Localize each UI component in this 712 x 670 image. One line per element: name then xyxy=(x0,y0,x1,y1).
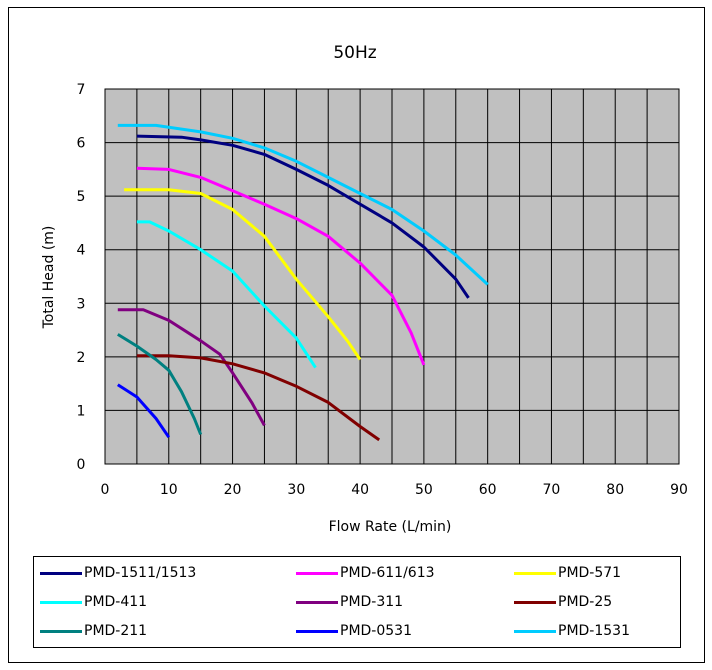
chart-title: 50Hz xyxy=(333,43,376,63)
x-axis-title: Flow Rate (L/min) xyxy=(329,519,452,535)
legend-label: PMD-0531 xyxy=(340,623,412,639)
legend-swatch xyxy=(40,629,82,633)
series-line-pmd-211 xyxy=(117,333,203,436)
legend-label: PMD-571 xyxy=(558,565,622,581)
legend-item: PMD-25 xyxy=(514,590,612,614)
legend-label: PMD-25 xyxy=(558,594,613,610)
series-line-pmd-1511-1513 xyxy=(136,134,470,299)
legend-item: PMD-571 xyxy=(514,561,621,585)
legend-label: PMD-411 xyxy=(84,594,148,610)
legend-swatch xyxy=(514,600,556,604)
series-line-pmd-611-613 xyxy=(136,166,426,366)
series-line-pmd-25 xyxy=(136,354,381,442)
legend-item: PMD-611/613 xyxy=(296,561,435,585)
legend-swatch xyxy=(40,571,82,575)
series-line-pmd-0531 xyxy=(116,383,171,439)
legend-swatch xyxy=(514,629,556,633)
legend-item: PMD-1511/1513 xyxy=(40,561,196,585)
legend-item: PMD-211 xyxy=(40,619,147,643)
x-tick-label: 60 xyxy=(479,482,497,498)
series-lines xyxy=(116,123,489,442)
chart-legend: PMD-1511/1513 PMD-611/613 PMD-571 PMD-411 PM… xyxy=(33,556,681,648)
x-tick-label: 50 xyxy=(415,482,433,498)
legend-label: PMD-611/613 xyxy=(340,565,435,581)
legend-item: PMD-1531 xyxy=(514,619,630,643)
legend-label: PMD-1531 xyxy=(558,623,630,639)
x-tick-label: 40 xyxy=(351,482,369,498)
x-tick-label: 80 xyxy=(606,482,624,498)
x-tick-label: 30 xyxy=(287,482,305,498)
y-tick-label: 0 xyxy=(77,457,86,473)
legend-item: PMD-0531 xyxy=(296,619,412,643)
x-tick-label: 90 xyxy=(670,482,688,498)
y-tick-label: 5 xyxy=(77,189,86,205)
y-tick-label: 6 xyxy=(77,136,86,152)
series-line-pmd-571 xyxy=(124,188,362,361)
legend-swatch xyxy=(296,629,338,633)
y-tick-label: 4 xyxy=(77,243,86,259)
legend-item: PMD-411 xyxy=(40,590,147,614)
y-tick-label: 2 xyxy=(77,350,86,366)
legend-swatch xyxy=(514,571,556,575)
series-line-pmd-311 xyxy=(117,308,266,427)
x-tick-label: 0 xyxy=(101,482,110,498)
y-tick-label: 7 xyxy=(77,82,86,98)
y-axis-title: Total Head (m) xyxy=(41,226,57,330)
series-line-pmd-1531 xyxy=(117,123,489,286)
legend-label: PMD-311 xyxy=(340,594,404,610)
legend-item: PMD-311 xyxy=(296,590,403,614)
tick-labels: 0 10 20 30 40 50 60 70 80 90 0 1 2 3 4 5 6 7 xyxy=(77,82,688,498)
legend-swatch xyxy=(40,600,82,604)
x-tick-label: 20 xyxy=(224,482,242,498)
x-tick-label: 70 xyxy=(543,482,561,498)
legend-swatch xyxy=(296,600,338,604)
legend-swatch xyxy=(296,571,338,575)
legend-label: PMD-1511/1513 xyxy=(84,565,197,581)
x-tick-label: 10 xyxy=(160,482,178,498)
legend-label: PMD-211 xyxy=(84,623,148,639)
series-line-pmd-411 xyxy=(136,220,317,369)
y-tick-label: 1 xyxy=(77,403,86,419)
y-tick-label: 3 xyxy=(77,296,86,312)
